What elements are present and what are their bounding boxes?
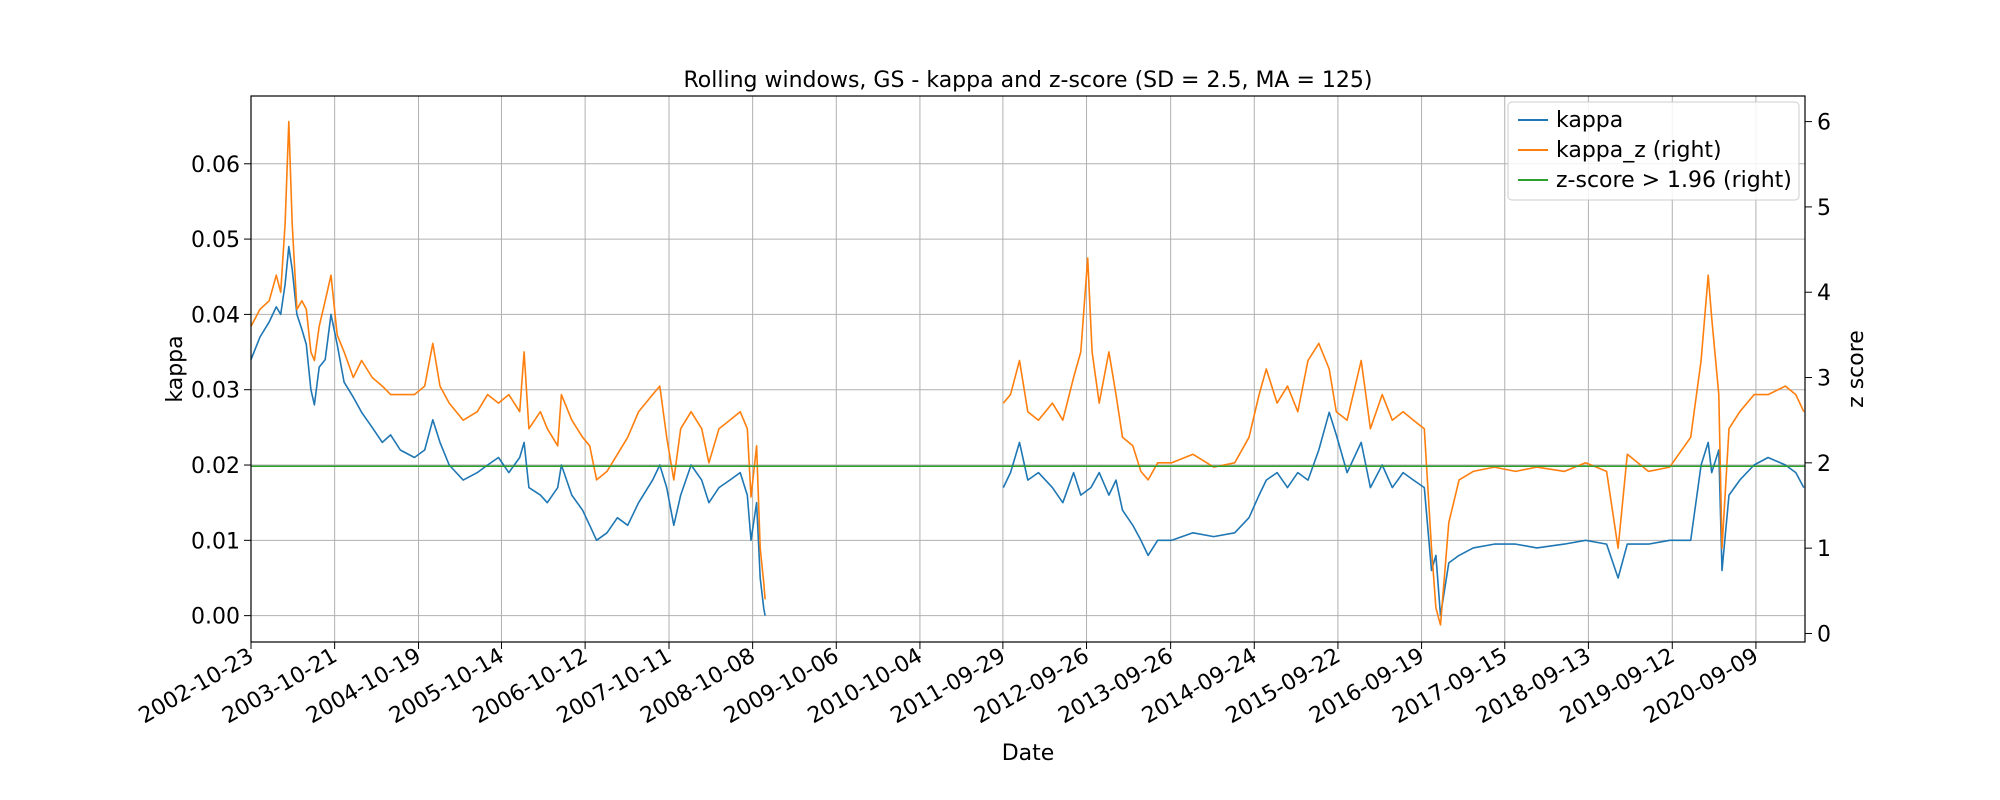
y-right-tick-label: 3 [1817,367,1831,392]
y-axis-right: 0 1 2 3 4 5 6 [1805,111,1831,647]
legend-box [1507,101,1800,201]
series-line-kappa-z-right [1002,257,1805,626]
y-right-tick-label: 1 [1817,537,1831,562]
y-right-tick-label: 5 [1817,196,1831,221]
y-right-tick-label: 2 [1817,452,1831,477]
y-axis-label: kappa [163,335,188,402]
legend-label-kappa: kappa [1556,108,1623,133]
grid [250,96,1805,642]
plot-frame [250,95,1806,643]
y-tick-label: 0.03 [191,379,240,404]
series-group [250,120,1805,626]
series-line-kappa-z-right [250,120,766,600]
series-line-kappa [1002,411,1805,617]
y-axis-right-label: z score [1844,330,1869,408]
legend-label-zscore: z-score > 1.96 (right) [1556,168,1792,193]
x-axis: 2002-10-232003-10-212004-10-192005-10-14… [135,642,1763,729]
x-axis-label: Date [1002,741,1055,766]
y-right-tick-label: 0 [1817,622,1831,647]
y-axis-left: 0.00 0.01 0.02 0.03 0.04 0.05 0.06 [191,153,251,630]
series-line-kappa [250,245,766,616]
y-tick-label: 0.05 [191,228,240,253]
y-tick-label: 0.02 [191,454,240,479]
y-right-tick-label: 4 [1817,281,1831,306]
legend-label-kappa-z: kappa_z (right) [1556,138,1722,163]
y-tick-label: 0.06 [191,153,240,178]
legend: kappa kappa_z (right) z-score > 1.96 (ri… [1507,101,1800,201]
y-tick-label: 0.01 [191,529,240,554]
y-tick-label: 0.00 [191,605,240,630]
y-right-tick-label: 6 [1817,111,1831,136]
chart-title: Rolling windows, GS - kappa and z-score … [684,68,1373,93]
y-tick-label: 0.04 [191,303,240,328]
